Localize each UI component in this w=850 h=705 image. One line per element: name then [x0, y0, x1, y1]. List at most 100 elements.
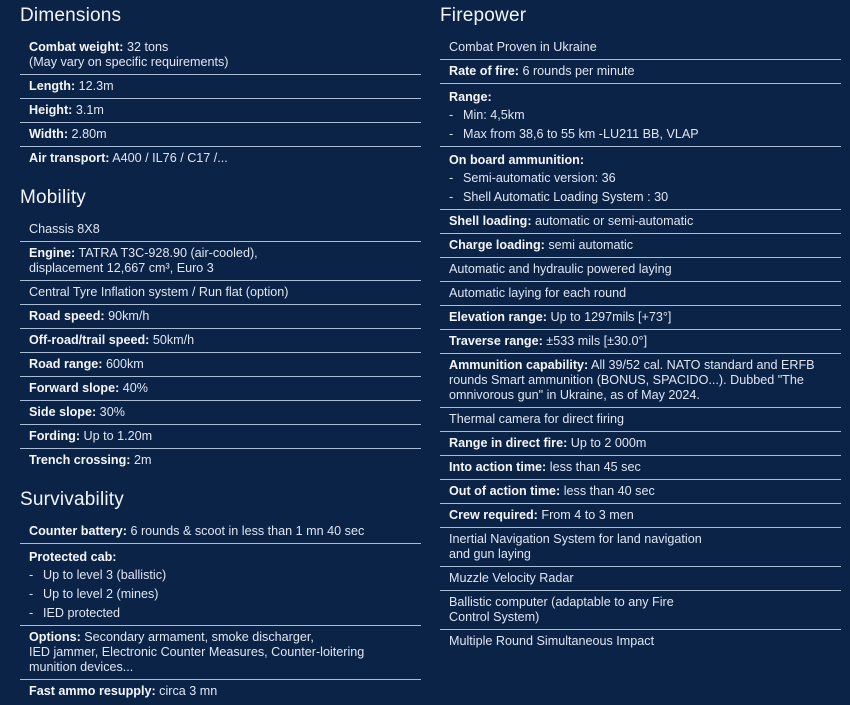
- spec-label: Into action time:: [449, 460, 547, 474]
- spec-row-combat-proven-in-ukraine: Combat Proven in Ukraine: [440, 36, 841, 60]
- spec-row-muzzle-velocity-radar: Muzzle Velocity Radar: [440, 567, 841, 591]
- spec-row-ammunition-capability: Ammunition capability: All 39/52 cal. NA…: [440, 354, 841, 408]
- spec-value: 2m: [130, 453, 152, 467]
- spec-row-width: Width: 2.80m: [20, 123, 421, 147]
- spec-row-combat-weight: Combat weight: 32 tons (May vary on speci…: [20, 36, 421, 75]
- spec-row-forward-slope: Forward slope: 40%: [20, 377, 421, 401]
- spec-row-off-road-trail-speed: Off-road/trail speed: 50km/h: [20, 329, 421, 353]
- spec-value: 90km/h: [104, 309, 150, 323]
- bullet-text: Semi-automatic version: 36: [463, 171, 616, 185]
- spec-value: Chassis 8X8: [29, 222, 100, 236]
- right-column: Firepower Combat Proven in Ukraine Rate of…: [440, 0, 841, 653]
- section-mobility: Mobility Chassis 8X8 Engine: TATRA T3C-928…: [20, 186, 421, 472]
- spec-label: Protected cab:: [29, 550, 117, 564]
- bullet-item: - Min: 4,5km: [449, 106, 832, 125]
- spec-value: Up to 1297mils [+73°]: [546, 310, 672, 324]
- spec-value-line: and gun laying: [449, 547, 531, 561]
- spec-row-range: Range: - Min: 4,5km - Max from 38,6 to 55 km…: [440, 84, 841, 147]
- spec-row-multiple-round-simultaneous-impact: Multiple Round Simultaneous Impact: [440, 630, 841, 653]
- bullet-dash-icon: -: [29, 606, 34, 620]
- spec-value-line: munition devices...: [29, 660, 134, 674]
- spec-value: Automatic and hydraulic powered laying: [449, 262, 672, 276]
- bullet-dash-icon: -: [449, 127, 454, 141]
- spec-row-central-tyre-inflation-system-run-flat-option: Central Tyre Inflation system / Run flat…: [20, 281, 421, 305]
- section-dimensions: Dimensions Combat weight: 32 tons (May var…: [20, 4, 421, 170]
- section-heading: Dimensions: [20, 5, 122, 26]
- bullet-item: - Up to level 3 (ballistic): [29, 566, 412, 585]
- spec-label: Combat weight:: [29, 40, 124, 54]
- spec-row-out-of-action-time: Out of action time: less than 40 sec: [440, 480, 841, 504]
- spec-value: 30%: [96, 405, 125, 419]
- bullet-text: IED protected: [43, 606, 121, 620]
- spec-value: Combat Proven in Ukraine: [449, 40, 597, 54]
- spec-label: Air transport:: [29, 151, 110, 165]
- spec-value: A400 / IL76 / C17 /...: [109, 151, 228, 165]
- spec-row-automatic-laying-for-each-round: Automatic laying for each round: [440, 282, 841, 306]
- spec-value: Muzzle Velocity Radar: [449, 571, 574, 585]
- spec-label: Road range:: [29, 357, 103, 371]
- spec-label: Out of action time:: [449, 484, 561, 498]
- spec-value-line: rounds Smart ammunition (BONUS, SPACIDO.…: [449, 373, 804, 387]
- spec-value-line: displacement 12,667 cm³, Euro 3: [29, 261, 214, 275]
- spec-label: Ammunition capability:: [449, 358, 589, 372]
- spec-label: Elevation range:: [449, 310, 547, 324]
- spec-label: Engine:: [29, 246, 76, 260]
- spec-value: All 39/52 cal. NATO standard and ERFB: [588, 358, 815, 372]
- bullet-text: Shell Automatic Loading System : 30: [463, 190, 669, 204]
- spec-row-fording: Fording: Up to 1.20m: [20, 425, 421, 449]
- spec-row-height: Height: 3.1m: [20, 99, 421, 123]
- bullet-dash-icon: -: [449, 108, 454, 122]
- spec-row-length: Length: 12.3m: [20, 75, 421, 99]
- spec-row-side-slope: Side slope: 30%: [20, 401, 421, 425]
- bullet-item: - Semi-automatic version: 36: [449, 169, 832, 188]
- spec-row-ballistic-computer-adaptable-to-any-fire: Ballistic computer (adaptable to any Fir…: [440, 591, 841, 630]
- spec-row-traverse-range: Traverse range: ±533 mils [±30.0°]: [440, 330, 841, 354]
- spec-label: Crew required:: [449, 508, 538, 522]
- spec-label: Shell loading:: [449, 214, 532, 228]
- spec-value: TATRA T3C-928.90 (air-cooled),: [75, 246, 258, 260]
- spec-label: Trench crossing:: [29, 453, 131, 467]
- spec-value: 600km: [102, 357, 144, 371]
- section-heading: Mobility: [20, 187, 87, 208]
- spec-value: Up to 2 000m: [567, 436, 647, 450]
- section-firepower: Firepower Combat Proven in Ukraine Rate of…: [440, 4, 841, 653]
- spec-row-thermal-camera-for-direct-firing: Thermal camera for direct firing: [440, 408, 841, 432]
- bullet-dash-icon: -: [29, 587, 34, 601]
- spec-value: Secondary armament, smoke discharger,: [80, 630, 314, 644]
- spec-label: Road speed:: [29, 309, 105, 323]
- bullet-item: - Shell Automatic Loading System : 30: [449, 188, 832, 207]
- spec-value: less than 45 sec: [546, 460, 641, 474]
- spec-value: 40%: [119, 381, 148, 395]
- spec-label: Side slope:: [29, 405, 97, 419]
- spec-row-rate-of-fire: Rate of fire: 6 rounds per minute: [440, 60, 841, 84]
- spec-row-crew-required: Crew required: From 4 to 3 men: [440, 504, 841, 528]
- spec-label: Length:: [29, 79, 76, 93]
- bullet-dash-icon: -: [449, 190, 454, 204]
- spec-row-trench-crossing: Trench crossing: 2m: [20, 449, 421, 472]
- bullet-text: Min: 4,5km: [463, 108, 525, 122]
- spec-value: Automatic laying for each round: [449, 286, 627, 300]
- spec-label: Charge loading:: [449, 238, 545, 252]
- bullet-item: - IED protected: [29, 604, 412, 623]
- spec-value: semi automatic: [544, 238, 634, 252]
- spec-value: Ballistic computer (adaptable to any Fir…: [449, 595, 674, 609]
- spec-value-line: Control System): [449, 610, 540, 624]
- section-heading: Survivability: [20, 489, 124, 510]
- spec-value-line: (May vary on specific requirements): [29, 55, 229, 69]
- bullet-item: - Up to level 2 (mines): [29, 585, 412, 604]
- spec-value: less than 40 sec: [560, 484, 655, 498]
- spec-row-into-action-time: Into action time: less than 45 sec: [440, 456, 841, 480]
- left-column: Dimensions Combat weight: 32 tons (May var…: [20, 0, 421, 703]
- bullet-text: Up to level 2 (mines): [43, 587, 159, 601]
- spec-label: Range in direct fire:: [449, 436, 568, 450]
- spec-label: Off-road/trail speed:: [29, 333, 150, 347]
- spec-value: Inertial Navigation System for land navi…: [449, 532, 702, 546]
- spec-label: Range:: [449, 90, 492, 104]
- spec-value: 32 tons: [123, 40, 169, 54]
- spec-row-elevation-range: Elevation range: Up to 1297mils [+73°]: [440, 306, 841, 330]
- spec-value: 3.1m: [72, 103, 104, 117]
- spec-value: ±533 mils [±30.0°]: [542, 334, 648, 348]
- spec-value: automatic or semi-automatic: [531, 214, 694, 228]
- spec-value: Up to 1.20m: [80, 429, 153, 443]
- spec-label: Width:: [29, 127, 69, 141]
